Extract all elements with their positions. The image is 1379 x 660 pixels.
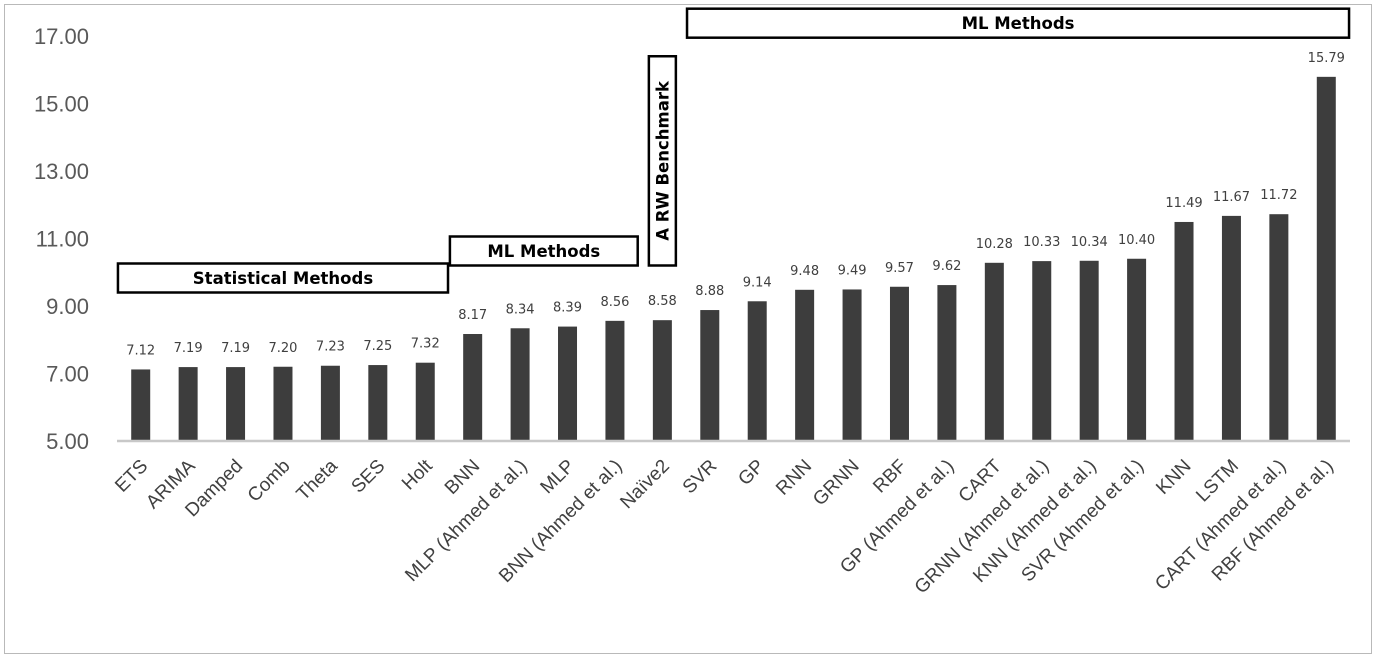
bar — [178, 367, 198, 441]
annotation-label: Statistical Methods — [193, 269, 374, 288]
data-label: 7.25 — [363, 339, 392, 354]
data-label: 7.20 — [269, 341, 298, 356]
annotation-box — [647, 55, 678, 267]
x-tick-label: Comb — [244, 456, 295, 507]
bar — [1174, 221, 1194, 441]
bar — [1316, 76, 1336, 442]
y-tick-label: 13.00 — [34, 159, 89, 184]
chart-frame — [4, 4, 1372, 654]
bar — [415, 362, 435, 441]
data-label: 11.49 — [1165, 196, 1202, 211]
x-tick-label: RBF — [869, 456, 911, 498]
data-label: 7.32 — [411, 337, 440, 352]
bar — [320, 365, 340, 441]
data-label: 8.88 — [695, 284, 724, 299]
annotation-label: ML Methods — [487, 242, 600, 261]
data-label: 10.33 — [1023, 235, 1060, 250]
data-label: 9.48 — [790, 264, 819, 279]
data-label: 8.58 — [648, 294, 677, 309]
bar — [131, 369, 151, 441]
bar — [463, 334, 483, 441]
y-tick-label: 5.00 — [46, 429, 89, 454]
bar — [368, 365, 388, 441]
x-tick-label: BNN — [441, 456, 484, 499]
bar — [889, 286, 909, 441]
bar — [937, 285, 957, 441]
data-label: 11.67 — [1213, 190, 1250, 205]
x-tick-label: SVR — [679, 456, 721, 498]
data-label: 9.14 — [743, 275, 772, 290]
annotation-box — [685, 7, 1351, 39]
y-tick-label: 7.00 — [46, 362, 89, 387]
data-label: 7.12 — [126, 343, 155, 358]
bar — [1221, 215, 1241, 441]
bar — [795, 289, 815, 441]
data-label: 9.62 — [932, 259, 961, 274]
x-tick-label: RNN — [772, 456, 816, 500]
bar — [984, 262, 1004, 441]
data-label: 7.19 — [174, 341, 203, 356]
data-label: 8.17 — [458, 308, 487, 323]
data-label: 11.72 — [1260, 188, 1297, 203]
x-tick-label: SES — [348, 456, 390, 498]
data-label: 10.40 — [1118, 233, 1155, 248]
annotation-box — [448, 235, 639, 267]
annotation-label: A RW Benchmark — [653, 80, 672, 241]
y-tick-label: 9.00 — [46, 294, 89, 319]
bar — [747, 301, 767, 441]
bar — [273, 366, 293, 441]
data-label: 9.57 — [885, 261, 914, 276]
bar — [558, 326, 578, 441]
annotation-label: ML Methods — [962, 14, 1075, 33]
x-tick-label: ETS — [111, 456, 152, 497]
bar — [1269, 214, 1289, 441]
data-label: 7.19 — [221, 341, 250, 356]
bar — [1079, 260, 1099, 441]
data-label: 8.56 — [600, 295, 629, 310]
bar — [700, 310, 720, 441]
x-tick-label: Naïve2 — [616, 456, 673, 513]
bar — [842, 289, 862, 441]
data-label: 9.49 — [838, 263, 867, 278]
y-tick-label: 15.00 — [34, 92, 89, 117]
x-tick-label: KNN — [1152, 456, 1195, 499]
bar — [226, 367, 246, 441]
y-tick-label: 17.00 — [34, 24, 89, 49]
bar — [1127, 258, 1147, 441]
data-label: 15.79 — [1308, 51, 1345, 66]
data-label: 8.39 — [553, 301, 582, 316]
annotation-box — [116, 262, 450, 294]
y-tick-label: 11.00 — [36, 227, 89, 252]
x-tick-label: Theta — [293, 455, 343, 505]
x-tick-label: GP — [734, 456, 768, 490]
data-label: 8.34 — [506, 302, 535, 317]
data-label: 10.34 — [1071, 235, 1108, 250]
bar — [605, 320, 625, 441]
bar — [1032, 261, 1052, 441]
bar — [652, 320, 672, 441]
bar — [510, 328, 530, 441]
x-tick-label: MLP — [537, 456, 579, 498]
data-label: 10.28 — [976, 237, 1013, 252]
x-tick-label: Holt — [398, 455, 437, 494]
x-tick-label: GRNN — [809, 456, 863, 510]
data-label: 7.23 — [316, 340, 345, 355]
